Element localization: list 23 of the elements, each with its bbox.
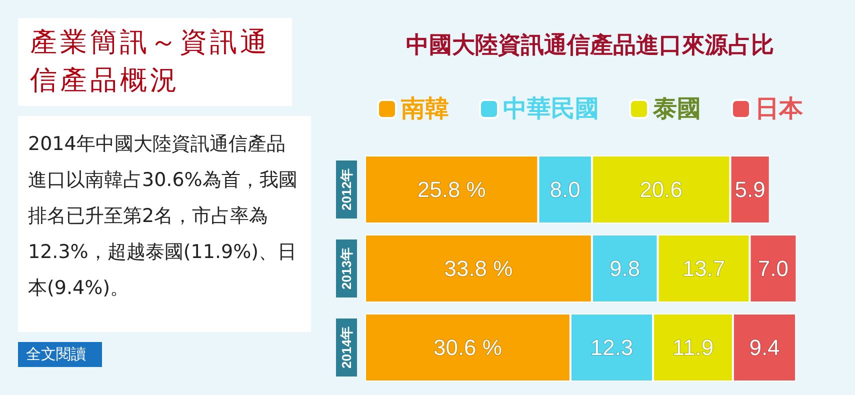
data-label: 9.4	[749, 335, 780, 360]
y-tick-label: 2014年	[339, 326, 354, 368]
data-label: 5.9	[734, 177, 766, 202]
legend-label: 中華民國	[503, 96, 599, 122]
data-label: 13.7	[682, 256, 726, 281]
data-label: 12.3	[590, 335, 634, 360]
data-label: 8.0	[550, 177, 580, 202]
legend-label: 南韓	[400, 96, 449, 122]
data-label: 25.8 %	[417, 177, 486, 202]
chart-subtitle: 產業簡訊～資訊通信產品概況	[18, 18, 292, 106]
data-label: 9.8	[610, 256, 640, 281]
y-tick-label: 2013年	[339, 248, 354, 290]
chart-title: 中國大陸資訊通信產品進口來源占比	[406, 32, 774, 58]
data-label: 30.6 %	[433, 335, 502, 360]
y-tick-label: 2012年	[339, 168, 354, 210]
data-label: 20.6	[640, 177, 683, 202]
data-label: 11.9	[672, 335, 714, 360]
data-label: 33.8 %	[444, 256, 513, 281]
data-label: 7.0	[758, 256, 789, 281]
text: 2014年中國大陸資訊通信產品進口以南韓占30.6%為首，我國排名已升至第2名，市占率為12.3%，超越泰國(11.9%)、日本(9.4%)。	[18, 116, 311, 332]
legend-label: 日本	[755, 96, 804, 122]
text: 全文閱讀	[18, 342, 102, 367]
legend-label: 泰國	[652, 96, 701, 122]
